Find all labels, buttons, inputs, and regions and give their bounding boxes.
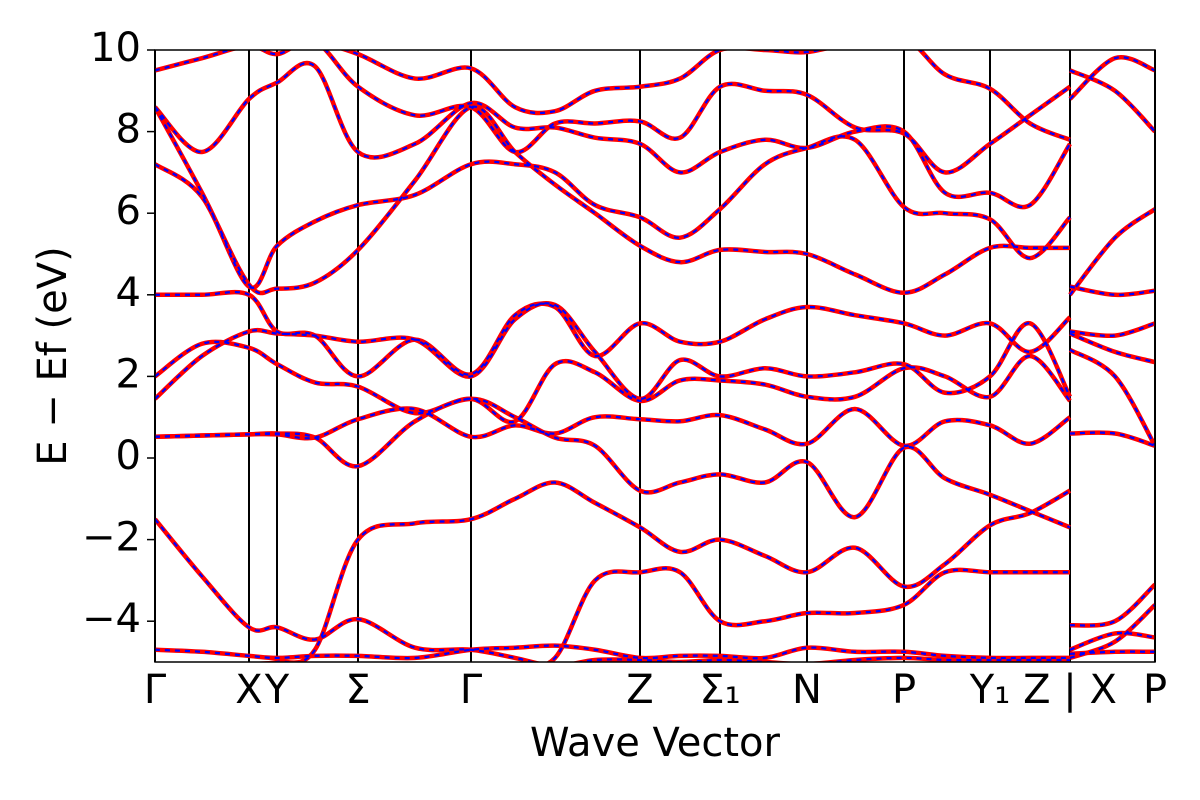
bands [155, 50, 1155, 662]
y-tick-label: −4 [82, 596, 141, 642]
band-line [155, 302, 1155, 400]
x-tick-label: Z | X [1023, 667, 1117, 713]
band-line [155, 517, 1155, 662]
x-tick-label: Γ [144, 667, 167, 713]
band-line [155, 518, 1155, 662]
band-line [339, 50, 1071, 142]
band-line [155, 56, 1155, 209]
x-tick-label: Σ [345, 667, 370, 713]
x-tick-label: X [235, 667, 262, 713]
x-tick-label: Y [264, 667, 290, 713]
band-line [155, 105, 1155, 296]
y-tick-label: −2 [82, 515, 141, 561]
band-line [155, 331, 1155, 425]
x-tick-label: Z [626, 667, 653, 713]
y-tick-label: 8 [116, 107, 141, 153]
y-tick-label: 6 [116, 188, 141, 234]
x-tick-label: Γ [460, 667, 483, 713]
band-line [155, 285, 1155, 378]
y-tick-label: 10 [90, 25, 141, 71]
band-line [545, 566, 1155, 662]
y-axis-label: E − Ef (eV) [30, 246, 76, 465]
band-line [155, 284, 1155, 379]
band-line [155, 644, 1155, 660]
plot-frame [154, 49, 1156, 663]
band-line [548, 567, 1155, 662]
band-line [155, 50, 1071, 174]
tick-labels: −4 −2 0 2 4 6 8 10 Γ X Y Σ Γ Z Σ₁ N P Y₁ Z | X P [82, 25, 1167, 713]
x-tick-label: Y₁ [969, 667, 1010, 713]
band-line [155, 332, 1155, 424]
x-tick-label: Σ₁ [699, 667, 740, 713]
band-line [155, 348, 1155, 447]
x-tick-label: P [1143, 667, 1167, 713]
x-tick-label: P [892, 667, 916, 713]
band-line [270, 481, 1155, 662]
y-tick-label: 0 [116, 433, 141, 479]
y-tick-label: 2 [116, 351, 141, 397]
y-tick-label: 4 [116, 270, 141, 316]
band-line [155, 397, 1155, 529]
x-tick-label: N [792, 667, 822, 713]
band-line [343, 50, 1071, 141]
x-axis-label: Wave Vector [530, 720, 781, 766]
band-line [155, 69, 1155, 289]
